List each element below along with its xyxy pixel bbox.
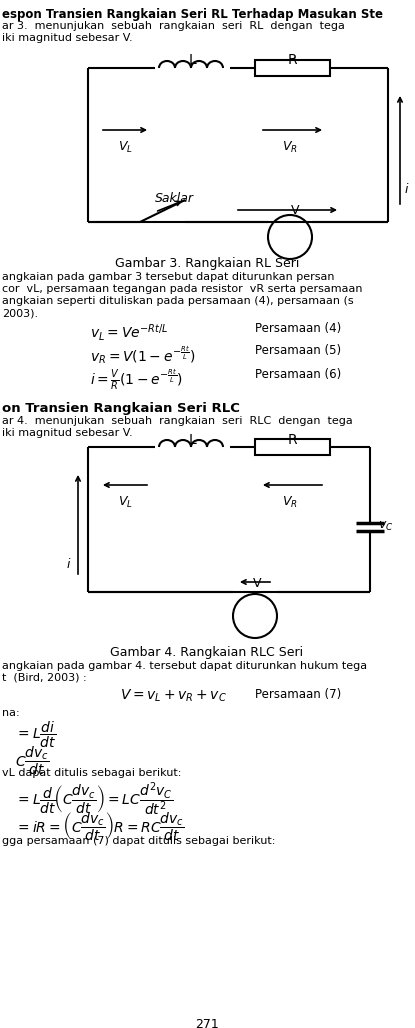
- Text: angkaian seperti dituliskan pada persamaan (4), persamaan (s: angkaian seperti dituliskan pada persama…: [2, 296, 354, 306]
- Text: iki magnitud sebesar V.: iki magnitud sebesar V.: [2, 428, 133, 438]
- Text: $V_L$: $V_L$: [117, 495, 132, 510]
- Text: $C\dfrac{dv_c}{dt}$: $C\dfrac{dv_c}{dt}$: [15, 744, 49, 777]
- Text: cor  vL, persamaan tegangan pada resistor  vR serta persamaan: cor vL, persamaan tegangan pada resistor…: [2, 284, 362, 294]
- Text: ar 4.  menunjukan  sebuah  rangkaian  seri  RLC  dengan  tega: ar 4. menunjukan sebuah rangkaian seri R…: [2, 416, 353, 426]
- Text: angkaian pada gambar 4. tersebut dapat diturunkan hukum tega: angkaian pada gambar 4. tersebut dapat d…: [2, 661, 367, 671]
- Text: gga persamaan (7) dapat ditulis sebagai berikut:: gga persamaan (7) dapat ditulis sebagai …: [2, 836, 276, 846]
- Text: Gambar 4. Rangkaian RLC Seri: Gambar 4. Rangkaian RLC Seri: [110, 646, 303, 659]
- Text: na:: na:: [2, 708, 20, 718]
- Text: Saklar: Saklar: [155, 192, 194, 205]
- Text: angkaian pada gambar 3 tersebut dapat diturunkan persan: angkaian pada gambar 3 tersebut dapat di…: [2, 272, 334, 282]
- Text: V: V: [253, 577, 261, 590]
- Text: Persamaan (6): Persamaan (6): [255, 368, 341, 381]
- Text: $V_R$: $V_R$: [282, 495, 298, 510]
- Text: R: R: [287, 53, 297, 67]
- Text: $v_C$: $v_C$: [378, 520, 393, 534]
- Text: $= L\dfrac{di}{dt}$: $= L\dfrac{di}{dt}$: [15, 720, 56, 750]
- Text: $i$: $i$: [66, 557, 71, 571]
- Bar: [255, 439, 330, 455]
- Text: $i = \frac{V}{R}(1 - e^{-\frac{Rt}{L}})$: $i = \frac{V}{R}(1 - e^{-\frac{Rt}{L}})$: [90, 368, 183, 393]
- Text: espon Transien Rangkaian Seri RL Terhadap Masukan Ste: espon Transien Rangkaian Seri RL Terhada…: [2, 8, 383, 21]
- Text: $v_L = Ve^{-Rt/L}$: $v_L = Ve^{-Rt/L}$: [90, 322, 168, 343]
- Text: $= L\dfrac{d}{dt}\!\left(C\dfrac{dv_c}{dt}\right) = LC\dfrac{d^2v_C}{dt^2}$: $= L\dfrac{d}{dt}\!\left(C\dfrac{dv_c}{d…: [15, 780, 173, 818]
- Text: t  (Bird, 2003) :: t (Bird, 2003) :: [2, 673, 87, 683]
- Text: 271: 271: [195, 1018, 219, 1028]
- Text: Persamaan (7): Persamaan (7): [255, 688, 341, 701]
- Text: Persamaan (5): Persamaan (5): [255, 344, 341, 357]
- Text: $i$: $i$: [404, 182, 410, 196]
- Text: on Transien Rangkaian Seri RLC: on Transien Rangkaian Seri RLC: [2, 402, 240, 415]
- Bar: [255, 60, 330, 76]
- Text: Persamaan (4): Persamaan (4): [255, 322, 341, 335]
- Text: L: L: [188, 53, 196, 67]
- Text: $v_R = V(1 - e^{-\frac{Rt}{L}})$: $v_R = V(1 - e^{-\frac{Rt}{L}})$: [90, 344, 196, 366]
- Text: $V_R$: $V_R$: [282, 140, 298, 155]
- Text: L: L: [188, 433, 196, 447]
- Text: $V_L$: $V_L$: [117, 140, 132, 155]
- Text: 2003).: 2003).: [2, 308, 38, 318]
- Text: $= iR = \left(C\dfrac{dv_c}{dt}\right)R = RC\dfrac{dv_c}{dt}$: $= iR = \left(C\dfrac{dv_c}{dt}\right)R …: [15, 810, 185, 843]
- Text: ar 3.  menunjukan  sebuah  rangkaian  seri  RL  dengan  tega: ar 3. menunjukan sebuah rangkaian seri R…: [2, 21, 345, 31]
- Text: vL dapat ditulis sebagai berikut:: vL dapat ditulis sebagai berikut:: [2, 768, 181, 778]
- Text: $V = v_L + v_R + v_C$: $V = v_L + v_R + v_C$: [120, 688, 227, 704]
- Text: iki magnitud sebesar V.: iki magnitud sebesar V.: [2, 33, 133, 43]
- Text: Gambar 3. Rangkaian RL Seri: Gambar 3. Rangkaian RL Seri: [115, 257, 299, 270]
- Text: R: R: [287, 433, 297, 447]
- Text: V: V: [291, 204, 299, 217]
